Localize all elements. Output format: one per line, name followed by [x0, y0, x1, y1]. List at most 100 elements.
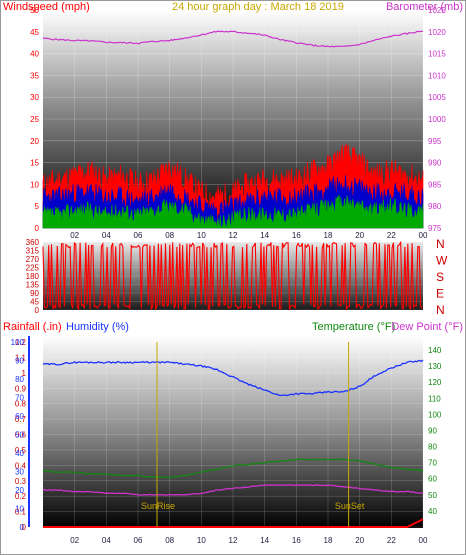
wind-x-axis: 02 04 06 08 10 12 14 16 18 20 22 00 — [70, 231, 428, 240]
dewpoint-line — [43, 484, 424, 496]
climate-x-tick-label: 06 — [134, 536, 143, 545]
rainfall-tick-label: 0.1 — [15, 508, 27, 517]
temperature-tick-label: 110 — [428, 394, 441, 403]
climate-x-tick-label: 08 — [165, 536, 174, 545]
barometer-tick-label: 1010 — [428, 71, 446, 80]
rainfall-tick-label: 0 — [22, 523, 27, 532]
sun-marker-label: SunRise — [141, 501, 175, 511]
temperature-tick-label: 120 — [428, 378, 442, 387]
temperature-tick-label: 60 — [428, 475, 437, 484]
wind-low-series — [42, 194, 424, 230]
barometer-tick-label: 985 — [428, 180, 442, 189]
rainfall-tick-label: 0.5 — [15, 446, 27, 455]
direction-tick-label: 0 — [35, 306, 40, 315]
climate-x-tick-label: 14 — [260, 536, 269, 545]
rainfall-tick-label: 0.8 — [15, 400, 27, 409]
compass-letter: S — [436, 270, 444, 284]
barometer-tick-label: 990 — [428, 159, 442, 168]
rainfall-tick-label: 0.2 — [15, 492, 27, 501]
wind-x-tick-label: 10 — [197, 231, 206, 240]
humidity-tick-label: 60 — [15, 412, 24, 421]
wind-x-tick-label: 04 — [102, 231, 111, 240]
temperature-tick-label: 80 — [428, 443, 437, 452]
barometer-tick-label: 1020 — [428, 28, 446, 37]
wind-x-tick-label: 18 — [324, 231, 333, 240]
temperature-tick-label: 70 — [428, 459, 437, 468]
climate-x-tick-label: 18 — [324, 536, 333, 545]
climate-x-tick-label: 22 — [387, 536, 396, 545]
wind-tick-label: 5 — [35, 202, 40, 211]
wind-tick-label: 20 — [30, 137, 39, 146]
compass-letter: W — [436, 254, 448, 268]
temperature-tick-label: 100 — [428, 410, 442, 419]
humidity-tick-label: 50 — [15, 431, 24, 440]
temperature-tick-label: 90 — [428, 426, 437, 435]
rainfall-tick-label: 0.6 — [15, 431, 27, 440]
wind-x-tick-label: 06 — [134, 231, 143, 240]
rainfall-tick-label: 0.4 — [15, 461, 27, 470]
wind-tick-label: 50 — [30, 6, 39, 15]
direction-tick-label: 45 — [30, 298, 39, 307]
temperature-right-axis: 40 50 60 70 80 90 100 110 120 130 140 — [428, 346, 442, 516]
wind-tick-label: 10 — [30, 180, 39, 189]
humidity-tick-label: 10 — [15, 505, 24, 514]
climate-plot-area — [43, 336, 423, 528]
wind-x-tick-label: 22 — [387, 231, 396, 240]
dewpoint-axis-label: Dew Point (°F) — [391, 321, 463, 333]
wind-direction-line — [42, 240, 423, 311]
barometer-tick-label: 1025 — [428, 6, 446, 15]
direction-tick-label: 180 — [26, 272, 40, 281]
humidity-tick-label: 70 — [15, 394, 24, 403]
windspeed-axis-label: Windspeed (mph) — [3, 1, 90, 13]
wind-tick-label: 25 — [30, 115, 39, 124]
temperature-tick-label: 130 — [428, 362, 442, 371]
wind-x-tick-label: 20 — [355, 231, 364, 240]
humidity-tick-label: 30 — [15, 468, 24, 477]
direction-tick-label: 360 — [26, 238, 40, 247]
rainfall-tick-label: 0.3 — [15, 477, 27, 486]
temperature-line — [42, 458, 424, 479]
humidity-tick-label: 100 — [11, 338, 25, 347]
direction-series — [42, 240, 423, 311]
barometer-tick-label: 975 — [428, 224, 442, 233]
direction-tick-label: 315 — [26, 247, 40, 256]
rainfall-tick-label: 0.9 — [15, 384, 27, 393]
climate-x-tick-label: 16 — [292, 536, 301, 545]
barometer-tick-label: 1005 — [428, 93, 446, 102]
climate-x-tick-label: 20 — [355, 536, 364, 545]
humidity-line — [42, 359, 424, 397]
sun-marker-label: SunSet — [335, 501, 365, 511]
climate-series — [28, 336, 424, 528]
climate-x-tick-label: 02 — [70, 536, 79, 545]
wind-tick-label: 45 — [30, 28, 39, 37]
humidity-left-axis: 0 10 20 30 40 50 60 70 80 90 100 — [11, 338, 25, 532]
rainfall-line — [43, 518, 424, 528]
rainfall-tick-label: 1.1 — [15, 353, 27, 362]
barometer-axis-label: Barometer (mb) — [386, 1, 463, 13]
climate-x-tick-label: 12 — [229, 536, 238, 545]
chart-title: 24 hour graph day : March 18 2019 — [172, 1, 344, 13]
temperature-axis-label: Temperature (°F) — [312, 321, 395, 333]
wind-x-tick-label: 02 — [70, 231, 79, 240]
barometer-tick-label: 1000 — [428, 115, 446, 124]
wind-tick-label: 35 — [30, 71, 39, 80]
sun-markers: SunRise SunSet — [141, 342, 365, 527]
wind-tick-label: 15 — [30, 159, 39, 168]
wind-x-tick-label: 08 — [165, 231, 174, 240]
temperature-tick-label: 140 — [428, 346, 442, 355]
barometer-tick-label: 980 — [428, 202, 442, 211]
humidity-tick-label: 40 — [15, 449, 24, 458]
barometer-line — [42, 30, 424, 48]
wind-series — [42, 30, 424, 230]
wind-x-tick-label: 16 — [292, 231, 301, 240]
compass-letter: N — [436, 237, 445, 251]
climate-x-axis: 02 04 06 08 10 12 14 16 18 20 22 00 — [70, 536, 428, 545]
rainfall-tick-label: 0.7 — [15, 415, 27, 424]
humidity-tick-label: 90 — [15, 357, 24, 366]
humidity-tick-label: 80 — [15, 375, 24, 384]
direction-tick-label: 225 — [26, 264, 40, 273]
humidity-tick-label: 20 — [15, 486, 24, 495]
